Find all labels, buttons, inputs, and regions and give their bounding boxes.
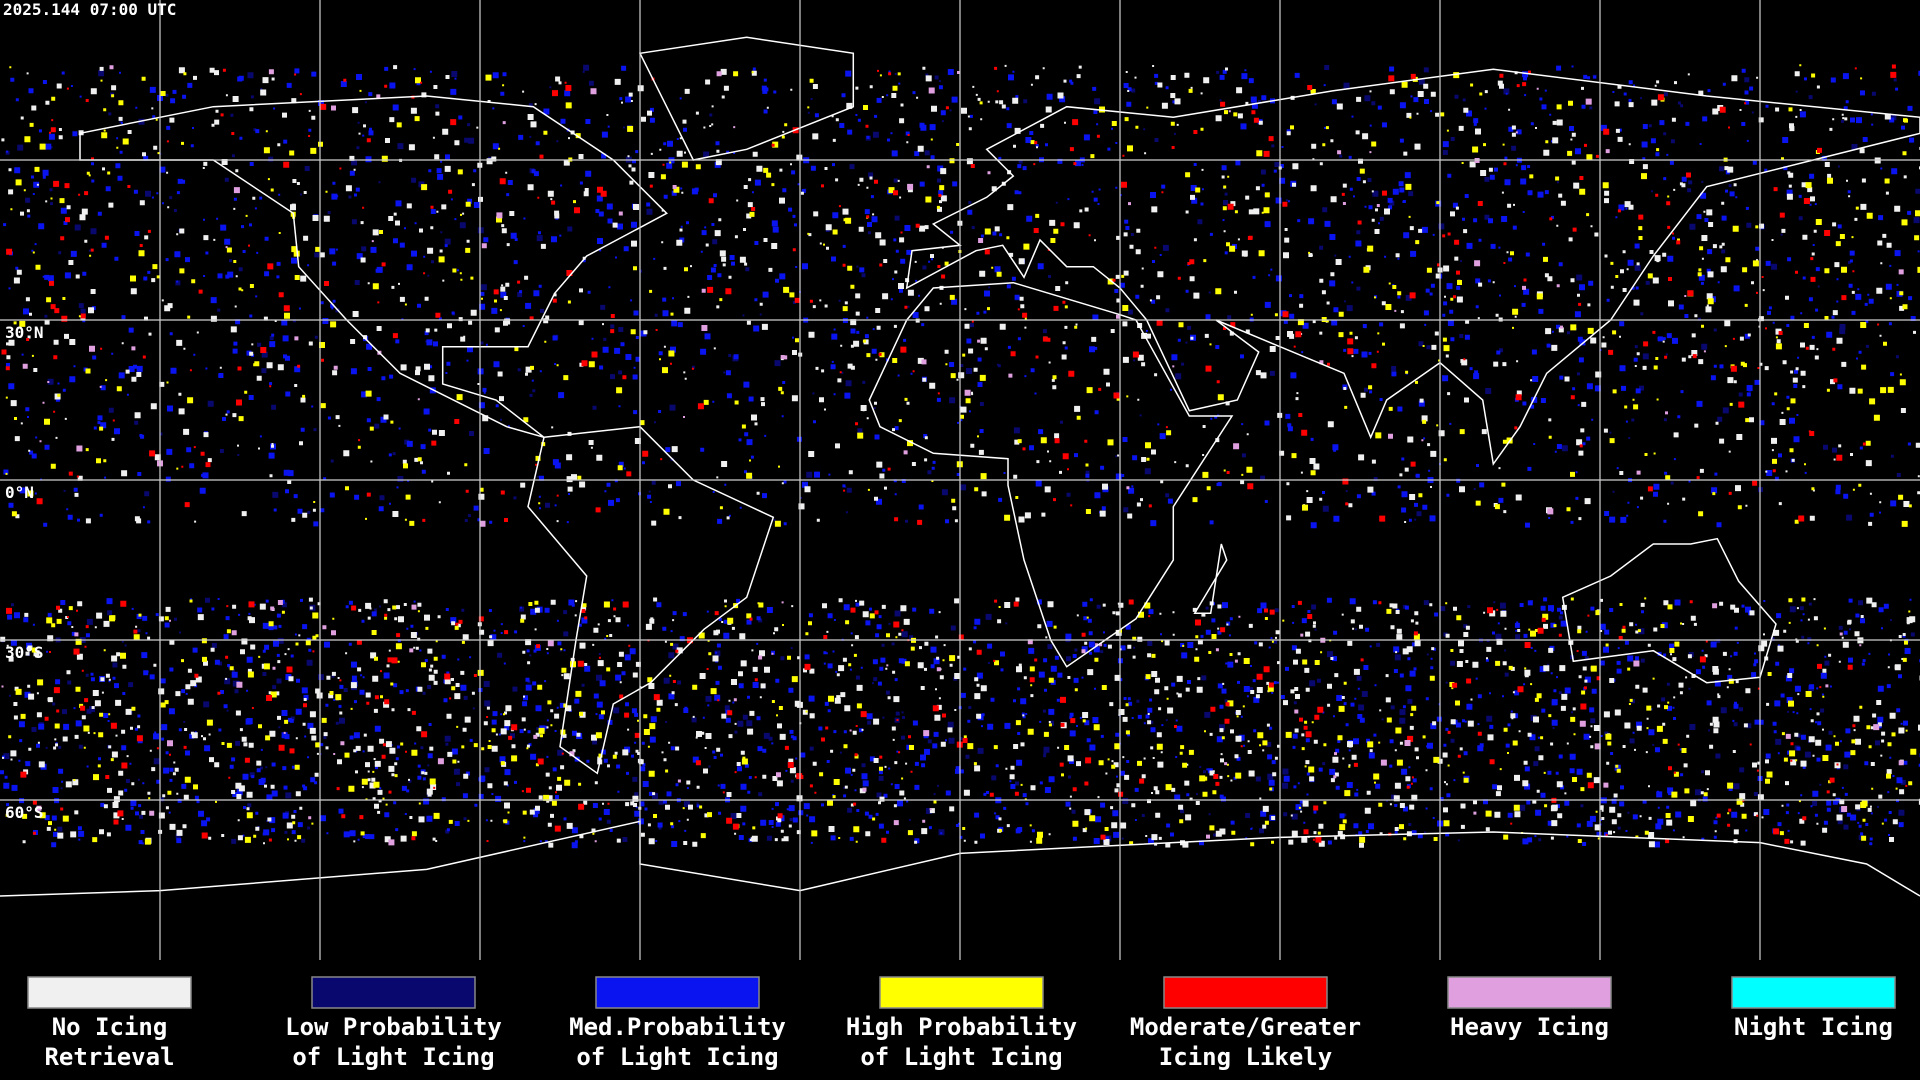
- latitude-label: 0°N: [5, 483, 34, 502]
- legend-label: Moderate/Greater: [1130, 1013, 1361, 1041]
- legend-label: Night Icing: [1734, 1013, 1893, 1041]
- legend-swatch: [27, 976, 192, 1009]
- latitude-labels: 30°N 0°N 30°S 60°S: [5, 323, 44, 822]
- legend-label: No Icing: [52, 1013, 168, 1041]
- latitude-label: 30°N: [5, 323, 44, 342]
- legend-label: Low Probability: [285, 1013, 502, 1041]
- legend-label: of Light Icing: [860, 1043, 1062, 1071]
- coastline: [868, 281, 1234, 668]
- legend-label: Med.Probability: [569, 1013, 786, 1041]
- timestamp: 2025.144 07:00 UTC: [3, 0, 176, 19]
- coastline: [527, 425, 775, 775]
- legend-label: Retrieval: [44, 1043, 174, 1071]
- legend-swatch: [879, 976, 1044, 1009]
- coastline: [905, 68, 1920, 466]
- legend-label: of Light Icing: [576, 1043, 778, 1071]
- legend-swatch: [1163, 976, 1328, 1009]
- legend-swatch: [1447, 976, 1612, 1009]
- legend-label: of Light Icing: [292, 1043, 494, 1071]
- latitude-label: 30°S: [5, 643, 44, 662]
- coastline: [1561, 537, 1777, 684]
- graticule: [0, 0, 1920, 960]
- coastlines: [0, 36, 1920, 897]
- legend-swatch: [1731, 976, 1896, 1009]
- legend-swatch: [595, 976, 760, 1009]
- coastline: [0, 820, 1920, 897]
- coastline: [79, 95, 668, 439]
- latitude-label: 60°S: [5, 803, 44, 822]
- legend-label: Heavy Icing: [1450, 1013, 1609, 1041]
- coastline: [1193, 543, 1228, 615]
- legend-swatch: [311, 976, 476, 1009]
- legend-label: Icing Likely: [1159, 1043, 1332, 1071]
- legend-label: High Probability: [846, 1013, 1077, 1041]
